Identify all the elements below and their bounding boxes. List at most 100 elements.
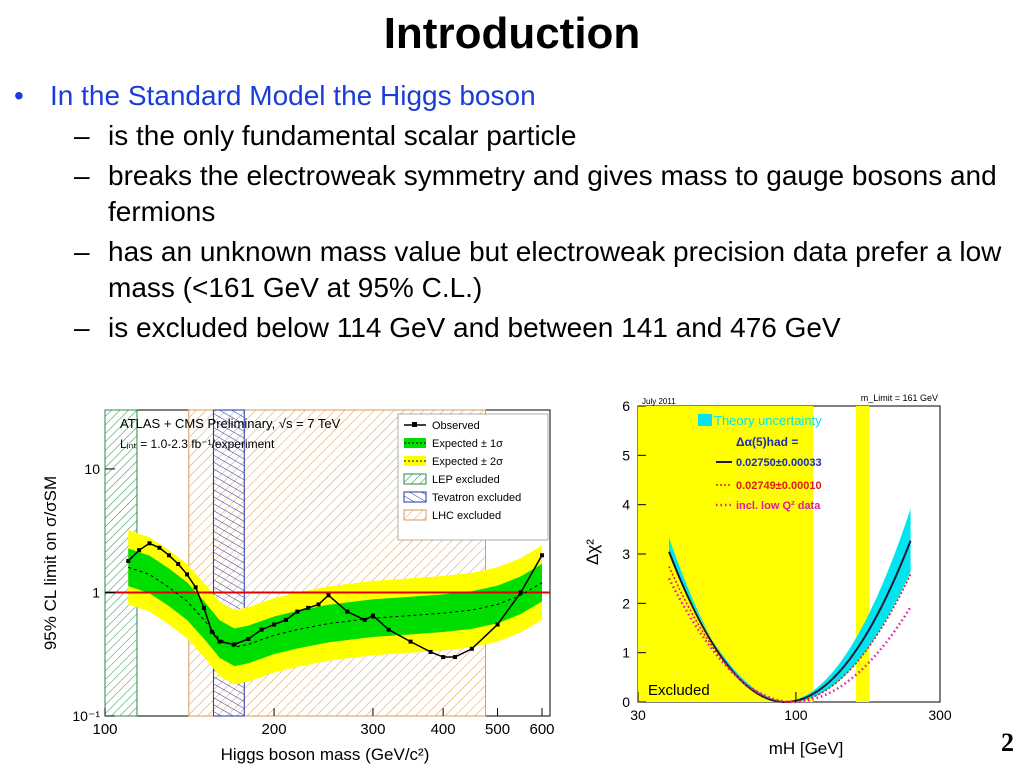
- sub-bullet: – has an unknown mass value but electrow…: [74, 234, 1014, 306]
- observed-point: [386, 627, 391, 632]
- observed-point: [246, 637, 251, 642]
- date-note: July 2011: [642, 397, 676, 406]
- x-tick-label: 100: [784, 707, 808, 723]
- expected-line: [128, 566, 543, 648]
- svg-text:Observed: Observed: [432, 420, 480, 432]
- observed-point: [495, 622, 500, 627]
- lumi-label: Lᵢₙₜ = 1.0-2.3 fb⁻¹/experiment: [120, 437, 275, 451]
- sub-bullet-text: is the only fundamental scalar particle: [108, 120, 577, 151]
- y-tick-label: 6: [622, 398, 630, 414]
- observed-point: [316, 602, 321, 607]
- observed-point: [176, 562, 181, 567]
- main-bullet: • In the Standard Model the Higgs boson: [14, 78, 1014, 114]
- svg-text:0.02750±0.00033: 0.02750±0.00033: [736, 457, 822, 469]
- y-tick-label: 10⁻¹: [72, 708, 100, 724]
- fit-curve: [668, 566, 912, 703]
- page-number: 2: [1001, 728, 1014, 757]
- svg-text:Theory uncertainty: Theory uncertainty: [714, 413, 822, 428]
- observed-point: [232, 642, 237, 647]
- y-tick-label: 10: [84, 461, 100, 477]
- excluded-region: [638, 406, 814, 702]
- observed-point: [185, 572, 190, 577]
- bullet-list: • In the Standard Model the Higgs boson …: [14, 78, 1014, 346]
- sub-bullet: – is excluded below 114 GeV and between …: [74, 310, 1014, 346]
- x-axis-label: Higgs boson mass (GeV/c²): [221, 745, 430, 764]
- x-axis-label: mH [GeV]: [769, 739, 844, 758]
- observed-point: [259, 627, 264, 632]
- observed-point: [193, 585, 198, 590]
- ew-fit-chart: 30 100 300 0 1 2 3 4 5 6 July 2011 m_Limit = 161 …: [583, 393, 952, 758]
- x-tick-label: 100: [92, 721, 117, 738]
- x-tick-label: 300: [928, 707, 952, 723]
- observed-point: [362, 617, 367, 622]
- x-tick-label: 300: [360, 721, 385, 738]
- observed-point: [428, 649, 433, 654]
- observed-point: [518, 590, 523, 595]
- legend-series-3: incl. low Q² data: [716, 500, 821, 512]
- legend-theory: Theory uncertainty: [698, 413, 822, 428]
- observed-point: [441, 655, 446, 660]
- sub-bullet: – breaks the electroweak symmetry and gi…: [74, 158, 1014, 230]
- observed-point: [408, 639, 413, 644]
- observed-point: [295, 609, 300, 614]
- x-tick-label: 600: [529, 721, 554, 738]
- sub-bullet-text: is excluded below 114 GeV and between 14…: [108, 312, 841, 343]
- y-tick-label: 0: [622, 694, 630, 710]
- svg-text:Expected ± 1σ: Expected ± 1σ: [432, 438, 503, 450]
- observed-point: [272, 622, 277, 627]
- legend-expected-2sigma: Expected ± 2σ: [404, 456, 503, 468]
- slide-title: Introduction: [383, 9, 641, 58]
- theory-uncertainty-band: [669, 508, 911, 702]
- observed-point: [345, 609, 350, 614]
- observed-point: [126, 558, 131, 563]
- dash-icon: –: [74, 120, 90, 151]
- y-tick-label: 1: [622, 645, 630, 661]
- sub-bullet-text: has an unknown mass value but electrowea…: [108, 236, 1002, 303]
- svg-text:Expected ± 2σ: Expected ± 2σ: [432, 456, 503, 468]
- svg-text:Tevatron excluded: Tevatron excluded: [432, 492, 521, 504]
- observed-point: [453, 655, 458, 660]
- legend-series-2: 0.02749±0.00010: [716, 480, 822, 492]
- observed-point: [370, 613, 375, 618]
- dash-icon: –: [74, 236, 90, 267]
- y-axis-label: Δχ²: [583, 539, 602, 565]
- expected-1sigma-band: [128, 548, 543, 667]
- legend-tevatron: Tevatron excluded: [403, 491, 521, 504]
- main-bullet-text: In the Standard Model the Higgs boson: [50, 80, 536, 111]
- observed-point: [326, 593, 331, 598]
- legend-observed: Observed: [404, 420, 480, 432]
- dash-icon: –: [74, 312, 90, 343]
- observed-point: [283, 617, 288, 622]
- observed-point: [157, 545, 162, 550]
- observed-point: [306, 605, 311, 610]
- y-tick-label: 1: [92, 584, 100, 600]
- mlimit-note: m_Limit = 161 GeV: [861, 393, 938, 403]
- observed-point: [166, 553, 171, 558]
- observed-point: [201, 605, 206, 610]
- legend-dalpha-label: Δα(5)had =: [736, 435, 798, 449]
- fit-curve: [668, 540, 912, 703]
- y-tick-label: 5: [622, 447, 630, 463]
- y-tick-label: 2: [622, 595, 630, 611]
- y-tick-label: 3: [622, 546, 630, 562]
- dash-icon: –: [74, 160, 90, 191]
- svg-text:LEP excluded: LEP excluded: [432, 474, 500, 486]
- observed-point: [209, 629, 214, 634]
- observed-point: [137, 548, 142, 553]
- legend-lep: LEP excluded: [403, 473, 500, 486]
- observed-point: [147, 541, 152, 546]
- legend-lhc: LHC excluded: [403, 509, 501, 522]
- legend-expected-1sigma: Expected ± 1σ: [404, 438, 503, 450]
- y-axis-label: 95% CL limit on σ/σSM: [41, 476, 60, 650]
- svg-text:incl. low Q² data: incl. low Q² data: [736, 500, 821, 512]
- x-tick-label: 500: [485, 721, 510, 738]
- higgs-limit-chart: 100 200 300 400 500 600 10⁻¹ 1 10 ATLAS + CMS Pr…: [41, 409, 555, 764]
- x-tick-label: 200: [262, 721, 287, 738]
- svg-text:0.02749±0.00010: 0.02749±0.00010: [736, 480, 822, 492]
- observed-point: [469, 646, 474, 651]
- chart-header: ATLAS + CMS Preliminary, √s = 7 TeV: [120, 416, 341, 431]
- legend-series-1: 0.02750±0.00033: [716, 457, 822, 469]
- svg-text:LHC excluded: LHC excluded: [432, 510, 501, 522]
- x-tick-label: 30: [630, 707, 646, 723]
- bullet-dot-icon: •: [14, 80, 24, 111]
